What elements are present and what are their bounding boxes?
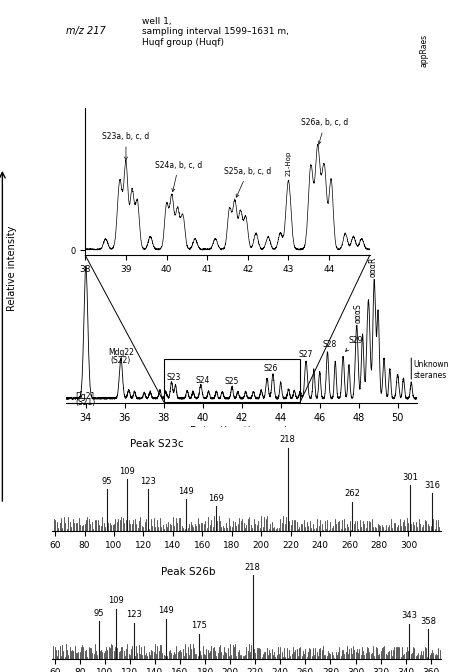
Text: 262: 262 — [345, 489, 360, 499]
Text: 21-Hop: 21-Hop — [285, 151, 292, 176]
Text: (S22): (S22) — [111, 355, 131, 365]
Text: S24a, b, c, d: S24a, b, c, d — [155, 161, 202, 192]
Text: 175: 175 — [191, 621, 207, 630]
Text: (S21): (S21) — [76, 398, 96, 407]
Text: αααR: αααR — [369, 256, 378, 277]
Text: S29: S29 — [346, 336, 363, 351]
Text: 343: 343 — [401, 612, 418, 620]
Text: 218: 218 — [245, 563, 261, 572]
Text: 316: 316 — [424, 481, 440, 490]
Text: S27: S27 — [299, 350, 313, 360]
Text: S24: S24 — [196, 376, 210, 384]
Text: S23a, b, c, d: S23a, b, c, d — [102, 132, 150, 160]
X-axis label: Retention time, min: Retention time, min — [190, 425, 293, 435]
Text: well 1,
sampling interval 1599–1631 m,
Huqf group (Huqf): well 1, sampling interval 1599–1631 m, H… — [142, 17, 289, 46]
Text: S23: S23 — [166, 373, 181, 382]
Text: Mdg22: Mdg22 — [108, 347, 134, 357]
Text: 149: 149 — [178, 487, 194, 496]
Text: S25: S25 — [225, 377, 239, 386]
Text: Peak S23c: Peak S23c — [130, 439, 183, 449]
Bar — [164, 360, 300, 402]
Text: 301: 301 — [402, 472, 418, 482]
Text: S28: S28 — [322, 339, 337, 349]
Text: 123: 123 — [126, 610, 142, 620]
Text: 358: 358 — [420, 617, 436, 626]
Text: S26a, b, c, d: S26a, b, c, d — [301, 118, 349, 144]
Text: 169: 169 — [208, 493, 224, 503]
Text: Peak S26b: Peak S26b — [161, 567, 216, 577]
Text: 109: 109 — [108, 596, 124, 605]
Text: 218: 218 — [280, 435, 296, 444]
Text: 149: 149 — [158, 606, 174, 616]
Text: Relative intensity: Relative intensity — [7, 226, 17, 312]
Text: Dg21: Dg21 — [76, 392, 96, 401]
Text: αααS: αααS — [353, 304, 362, 323]
Text: m/z 217: m/z 217 — [66, 26, 106, 36]
Text: Unknown
steranes: Unknown steranes — [413, 360, 449, 380]
Text: 95: 95 — [101, 477, 112, 486]
Text: 95: 95 — [93, 609, 104, 618]
Text: S25a, b, c, d: S25a, b, c, d — [224, 167, 272, 197]
Text: S26: S26 — [264, 364, 278, 372]
Text: 123: 123 — [140, 477, 156, 486]
Text: 109: 109 — [119, 467, 135, 476]
Text: appRaes: appRaes — [420, 34, 428, 67]
